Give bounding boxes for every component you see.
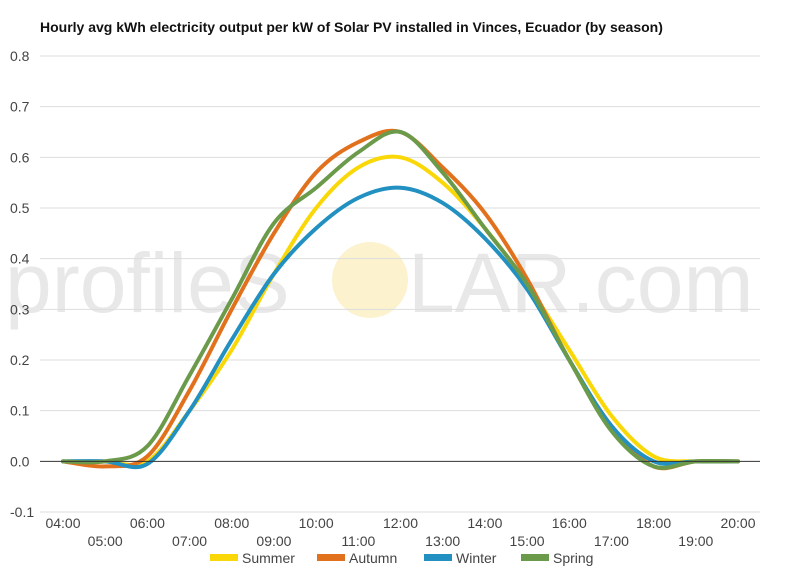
x-tick-label: 13:00	[425, 533, 460, 549]
x-tick-label: 14:00	[467, 515, 502, 531]
legend-swatch-spring	[521, 554, 549, 561]
y-tick-label: 0.3	[10, 301, 30, 317]
x-tick-label: 18:00	[636, 515, 671, 531]
x-tick-label: 17:00	[594, 533, 629, 549]
x-tick-label: 08:00	[214, 515, 249, 531]
y-tick-label: 0.5	[10, 200, 30, 216]
x-tick-label: 12:00	[383, 515, 418, 531]
x-tick-label: 16:00	[552, 515, 587, 531]
series-lines	[61, 128, 740, 471]
x-tick-label: 15:00	[510, 533, 545, 549]
legend-swatch-winter	[424, 554, 452, 561]
x-tick-label: 09:00	[256, 533, 291, 549]
x-tick-label: 06:00	[130, 515, 165, 531]
legend-label-winter: Winter	[456, 550, 497, 566]
y-tick-label: 0.0	[10, 453, 30, 469]
x-tick-label: 19:00	[678, 533, 713, 549]
axes: -0.1 0.0 0.1 0.2 0.3 0.4 0.5 0.6 0.7 0.8 04:00 05:0…	[10, 48, 760, 549]
legend-swatch-summer	[210, 554, 238, 561]
chart-title: Hourly avg kWh electricity output per kW…	[40, 19, 663, 35]
legend: Summer Autumn Winter Spring	[210, 550, 593, 566]
y-tick-label: 0.6	[10, 149, 30, 165]
series-line-spring	[61, 129, 740, 470]
x-tick-label: 05:00	[88, 533, 123, 549]
x-tick-label: 04:00	[45, 515, 80, 531]
legend-label-spring: Spring	[553, 550, 593, 566]
watermark-sun-icon	[332, 242, 408, 318]
y-tick-label: 0.8	[10, 48, 30, 64]
y-tick-label: 0.7	[10, 99, 30, 115]
y-tick-label: 0.4	[10, 251, 30, 267]
watermark-text-right: LAR.com	[408, 236, 753, 330]
y-tick-label: -0.1	[10, 504, 34, 520]
y-tick-label: 0.2	[10, 352, 30, 368]
x-tick-label: 11:00	[341, 533, 375, 549]
x-tick-label: 20:00	[720, 515, 755, 531]
legend-swatch-autumn	[317, 554, 345, 561]
legend-label-autumn: Autumn	[349, 550, 397, 566]
x-tick-label: 10:00	[299, 515, 334, 531]
legend-label-summer: Summer	[242, 550, 295, 566]
y-tick-label: 0.1	[10, 403, 30, 419]
watermark: profileS LAR.com	[5, 236, 753, 330]
x-tick-label: 07:00	[172, 533, 207, 549]
series-line-winter	[61, 185, 740, 470]
